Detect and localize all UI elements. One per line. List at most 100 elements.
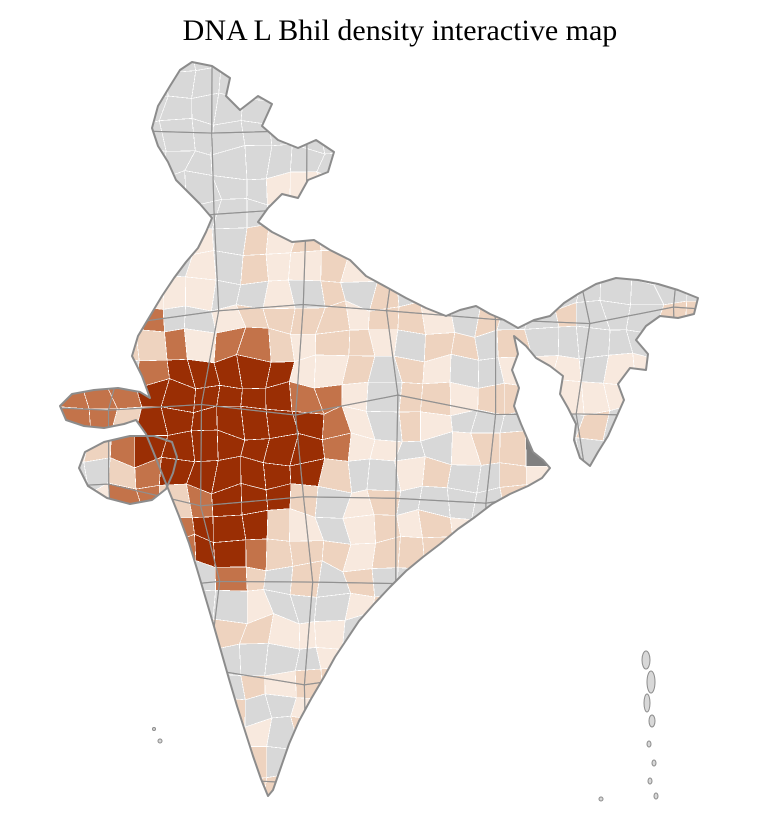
district-cell[interactable] (139, 716, 165, 755)
district-cell[interactable] (391, 119, 428, 149)
district-cell[interactable] (609, 464, 632, 495)
district-cell[interactable] (30, 148, 60, 182)
district-cell[interactable] (470, 772, 504, 803)
district-cell[interactable] (628, 798, 657, 815)
district-cell[interactable] (55, 617, 87, 647)
district-cell[interactable] (135, 690, 165, 721)
district-cell[interactable] (425, 611, 455, 647)
district-cell[interactable] (368, 147, 403, 183)
district-cell[interactable] (523, 144, 555, 176)
district-cell[interactable] (59, 353, 89, 385)
district-cell[interactable] (138, 275, 165, 310)
district-cell[interactable] (523, 511, 555, 544)
district-cell[interactable] (58, 330, 89, 358)
district-cell[interactable] (551, 465, 583, 493)
district-cell[interactable] (419, 559, 455, 596)
district-cell[interactable] (679, 485, 708, 517)
district-cell[interactable] (55, 508, 91, 539)
district-cell[interactable] (705, 68, 740, 97)
district-cell[interactable] (212, 746, 247, 780)
district-cell[interactable] (342, 718, 374, 753)
district-cell[interactable] (686, 406, 714, 442)
district-cell[interactable] (499, 562, 531, 591)
district-cell[interactable] (575, 692, 612, 722)
district-cell[interactable] (679, 197, 712, 228)
district-cell[interactable] (707, 145, 738, 181)
district-cell[interactable] (264, 670, 297, 698)
district-cell[interactable] (524, 378, 559, 413)
district-cell[interactable] (603, 74, 637, 103)
district-cell[interactable] (707, 508, 739, 542)
district-cell[interactable] (110, 509, 144, 543)
district-cell[interactable] (346, 770, 372, 801)
district-cell[interactable] (106, 669, 139, 693)
district-cell[interactable] (681, 666, 715, 697)
district-cell[interactable] (495, 664, 530, 697)
district-cell[interactable] (502, 542, 531, 572)
district-cell[interactable] (707, 666, 737, 698)
district-cell[interactable] (525, 617, 558, 645)
district-cell[interactable] (82, 591, 119, 622)
district-cell[interactable] (107, 174, 140, 207)
district-cell[interactable] (395, 775, 429, 801)
district-cell[interactable] (733, 666, 767, 698)
district-cell[interactable] (240, 120, 273, 147)
district-cell[interactable] (163, 769, 191, 801)
district-cell[interactable] (557, 325, 580, 360)
district-cell[interactable] (291, 771, 324, 806)
district-cell[interactable] (499, 693, 526, 729)
district-cell[interactable] (424, 247, 448, 284)
district-cell[interactable] (113, 76, 142, 100)
district-cell[interactable] (61, 724, 85, 752)
district-cell[interactable] (470, 146, 503, 182)
district-cell[interactable] (417, 71, 452, 99)
district-cell[interactable] (548, 172, 580, 203)
district-cell[interactable] (579, 562, 604, 597)
district-cell[interactable] (678, 146, 708, 182)
district-cell[interactable] (344, 199, 377, 233)
district-cell[interactable] (108, 199, 145, 234)
district-cell[interactable] (475, 249, 503, 285)
district-cell[interactable] (634, 537, 664, 563)
district-cell[interactable] (395, 795, 424, 815)
district-cell[interactable] (581, 511, 612, 545)
district-cell[interactable] (708, 717, 732, 747)
district-cell[interactable] (30, 356, 64, 390)
district-cell[interactable] (106, 562, 136, 595)
district-cell[interactable] (161, 745, 194, 771)
district-cell[interactable] (684, 742, 711, 780)
district-cell[interactable] (529, 226, 559, 258)
district-cell[interactable] (706, 536, 741, 567)
district-cell[interactable] (711, 406, 742, 441)
district-cell[interactable] (528, 274, 560, 311)
district-cell[interactable] (161, 591, 193, 624)
district-cell[interactable] (57, 171, 87, 203)
district-cell[interactable] (29, 254, 64, 283)
district-cell[interactable] (495, 640, 530, 670)
district-cell[interactable] (89, 76, 116, 98)
district-cell[interactable] (366, 637, 404, 670)
district-cell[interactable] (635, 619, 663, 648)
district-cell[interactable] (264, 44, 298, 73)
district-cell[interactable] (733, 591, 760, 623)
district-cell[interactable] (447, 201, 483, 231)
district-cell[interactable] (321, 47, 345, 76)
district-cell[interactable] (552, 562, 586, 589)
district-cell[interactable] (499, 430, 527, 467)
district-cell[interactable] (289, 195, 326, 233)
district-cell[interactable] (529, 97, 560, 131)
district-cell[interactable] (29, 70, 61, 103)
district-cell[interactable] (30, 331, 59, 360)
district-cell[interactable] (322, 745, 349, 773)
district-cell[interactable] (706, 486, 739, 512)
district-cell[interactable] (706, 458, 738, 487)
district-cell[interactable] (79, 353, 113, 387)
district-cell[interactable] (626, 511, 659, 542)
district-cell[interactable] (245, 538, 268, 572)
district-cell[interactable] (397, 535, 426, 570)
district-cell[interactable] (290, 697, 324, 721)
district-cell[interactable] (452, 119, 482, 155)
district-cell[interactable] (444, 689, 476, 728)
district-cell[interactable] (316, 770, 352, 801)
district-cell[interactable] (397, 567, 426, 594)
